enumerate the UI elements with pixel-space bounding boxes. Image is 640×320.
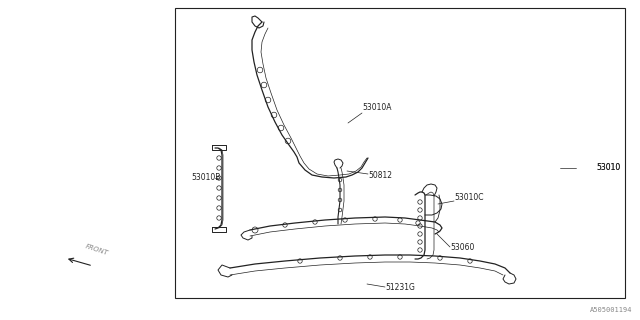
Text: 53010: 53010 (596, 164, 620, 172)
Text: A505001194: A505001194 (589, 307, 632, 313)
Text: 53010A: 53010A (362, 103, 392, 113)
Text: 51231G: 51231G (385, 284, 415, 292)
Text: 53060: 53060 (450, 244, 474, 252)
Text: 53010B: 53010B (191, 173, 220, 182)
Text: 53010: 53010 (596, 164, 620, 172)
Text: 50812: 50812 (368, 171, 392, 180)
Text: 53010C: 53010C (454, 194, 483, 203)
Text: FRONT: FRONT (85, 244, 109, 257)
Bar (175, 8, 625, 298)
